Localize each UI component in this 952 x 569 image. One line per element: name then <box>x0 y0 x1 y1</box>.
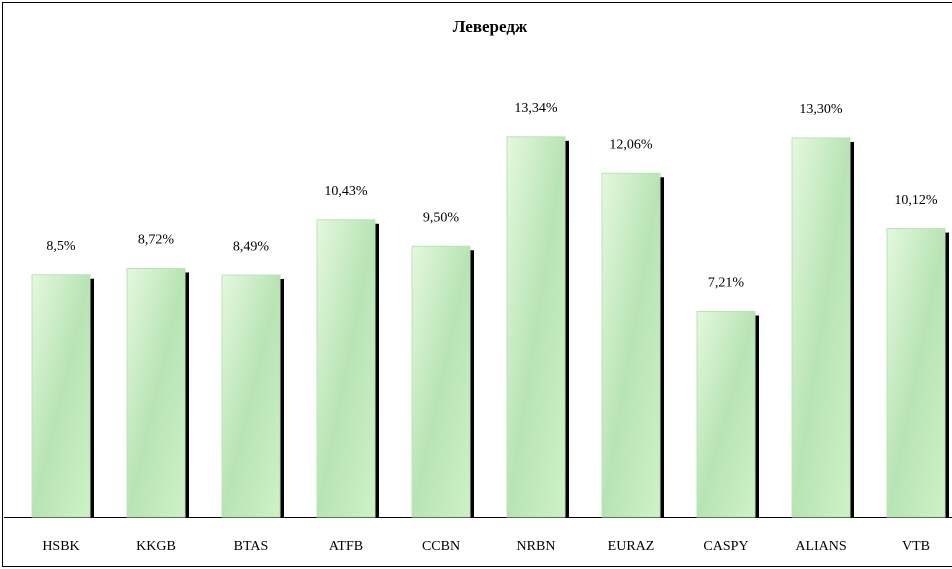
data-label: 7,21% <box>708 276 745 291</box>
data-label: 10,12% <box>894 193 938 208</box>
data-label: 8,49% <box>233 239 270 254</box>
x-tick-label: KKGB <box>136 539 176 554</box>
bar <box>791 137 851 518</box>
bar <box>31 274 91 518</box>
data-label: 13,34% <box>514 101 558 116</box>
bar <box>316 219 376 518</box>
x-tick-label: EURAZ <box>608 539 655 554</box>
bar <box>696 311 756 518</box>
bar <box>886 228 946 518</box>
data-label: 9,50% <box>423 210 460 225</box>
x-tick-label: CASPY <box>703 539 748 554</box>
x-tick-label: CCBN <box>422 539 460 554</box>
data-label: 8,5% <box>46 239 76 254</box>
bar <box>411 245 471 518</box>
bar <box>601 172 661 518</box>
x-tick-label: NRBN <box>517 539 556 554</box>
x-tick-label: BTAS <box>234 539 269 554</box>
bar <box>506 136 566 518</box>
bar <box>126 267 186 518</box>
chart-title: Левередж <box>453 17 528 36</box>
data-label: 13,30% <box>799 102 843 117</box>
data-label: 12,06% <box>609 138 653 153</box>
x-tick-label: ATFB <box>329 539 363 554</box>
bar <box>221 274 281 518</box>
x-tick-label: ALIANS <box>795 539 846 554</box>
data-label: 10,43% <box>324 184 368 199</box>
x-tick-label: HSBK <box>42 539 79 554</box>
data-label: 8,72% <box>138 233 175 248</box>
x-tick-label: VTB <box>902 539 930 554</box>
